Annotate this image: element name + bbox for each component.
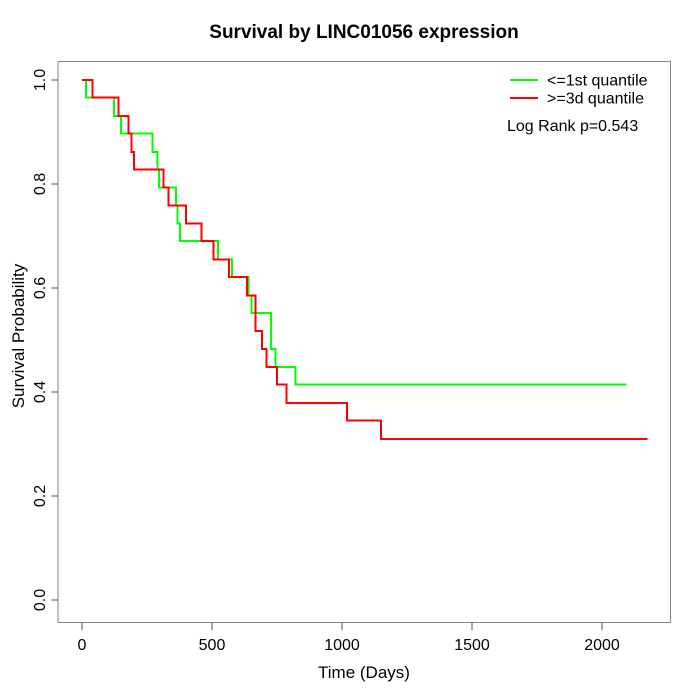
y-tick-label: 0.6 — [32, 277, 49, 299]
x-tick-label: 500 — [199, 637, 226, 654]
y-tick-label: 1.0 — [32, 69, 49, 91]
y-tick-label: 0.0 — [32, 589, 49, 611]
chart-title: Survival by LINC01056 expression — [209, 22, 518, 43]
x-tick-label: 2000 — [584, 637, 620, 654]
x-tick-label: 0 — [78, 637, 87, 654]
survival-curve-green — [82, 79, 627, 386]
x-tick-label: 1000 — [324, 637, 360, 654]
y-tick-label: 0.4 — [32, 381, 49, 403]
plot-box — [57, 61, 671, 623]
legend: <=1st quantile >=3d quantile Log Rank p=… — [507, 73, 648, 136]
survival-curves — [82, 79, 648, 440]
y-tick-label: 0.2 — [32, 485, 49, 507]
x-tick-label: 1500 — [454, 637, 490, 654]
y-axis-title: Survival Probability — [9, 263, 28, 408]
survival-curve-red — [82, 79, 648, 440]
legend-label-green: <=1st quantile — [547, 73, 648, 90]
y-axis-ticks: 0.0 0.2 0.4 0.6 0.8 1.0 — [32, 69, 58, 611]
legend-label-red: >=3d quantile — [547, 91, 644, 108]
y-tick-label: 0.8 — [32, 173, 49, 195]
x-axis-title: Time (Days) — [318, 663, 410, 682]
x-axis-ticks: 0 500 1000 1500 2000 — [78, 622, 620, 654]
log-rank-annotation: Log Rank p=0.543 — [507, 118, 638, 135]
